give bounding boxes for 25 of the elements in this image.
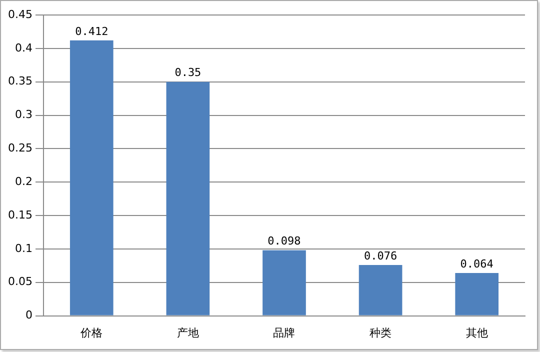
y-tick-label: 0 xyxy=(25,308,32,322)
y-tick-label: 0.45 xyxy=(8,8,32,21)
x-tick-label: 价格 xyxy=(80,326,103,340)
y-tick-label: 0.05 xyxy=(8,275,32,288)
x-tick-label: 种类 xyxy=(370,326,392,340)
bar xyxy=(455,273,499,316)
bar xyxy=(358,265,402,316)
x-tick-label: 其他 xyxy=(466,326,488,340)
data-label: 0.064 xyxy=(460,257,494,270)
y-tick-label: 0.2 xyxy=(14,174,32,188)
bar xyxy=(166,82,210,316)
x-tick-label: 产地 xyxy=(176,326,199,340)
data-label: 0.098 xyxy=(268,234,301,248)
y-tick-label: 0.15 xyxy=(8,208,32,222)
y-tick-label: 0.4 xyxy=(14,41,32,54)
bar xyxy=(262,250,306,316)
bar xyxy=(70,40,114,316)
y-tick-label: 0.1 xyxy=(14,242,32,255)
data-label: 0.076 xyxy=(364,249,398,262)
data-label: 0.412 xyxy=(75,24,108,38)
data-label: 0.35 xyxy=(174,66,202,80)
y-tick-label: 0.25 xyxy=(8,142,32,155)
y-tick-label: 0.35 xyxy=(8,74,32,88)
y-tick-label: 0.3 xyxy=(14,108,32,122)
x-tick-label: 品牌 xyxy=(273,326,296,340)
